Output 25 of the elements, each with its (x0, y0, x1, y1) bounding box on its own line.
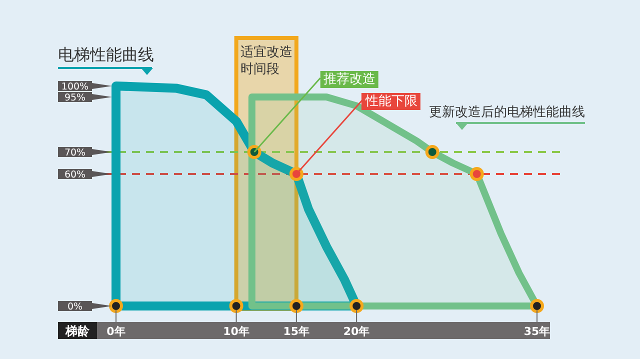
y-tick-label: 0% (67, 302, 83, 312)
band-label: 适宜改造时间段 (240, 44, 292, 77)
point (247, 145, 262, 159)
x-tick-label: 0年 (106, 325, 126, 338)
annotation: 性能下限 (364, 94, 418, 109)
x-tick-label: 15年 (283, 325, 310, 338)
point (350, 299, 364, 313)
point (425, 145, 440, 159)
series-label: 电梯性能曲线 (58, 45, 154, 64)
point (530, 299, 544, 313)
y-tick-label: 60% (64, 170, 86, 180)
x-tick-label: 35年 (524, 325, 550, 338)
y-tick-label: 95% (64, 92, 86, 104)
point (289, 167, 304, 181)
point (229, 299, 244, 313)
x-tick-label: 20年 (343, 325, 370, 338)
series-label: 更新改造后的电梯性能曲线 (429, 105, 585, 120)
point (470, 167, 484, 181)
point (289, 299, 304, 313)
x-tick-label: 10年 (223, 325, 250, 338)
y-tick-label: 100% (61, 82, 89, 92)
annotation: 推荐改造 (323, 72, 376, 87)
point (109, 299, 123, 313)
x-axis-title: 梯龄 (64, 324, 90, 338)
y-tick-label: 70% (64, 148, 86, 158)
